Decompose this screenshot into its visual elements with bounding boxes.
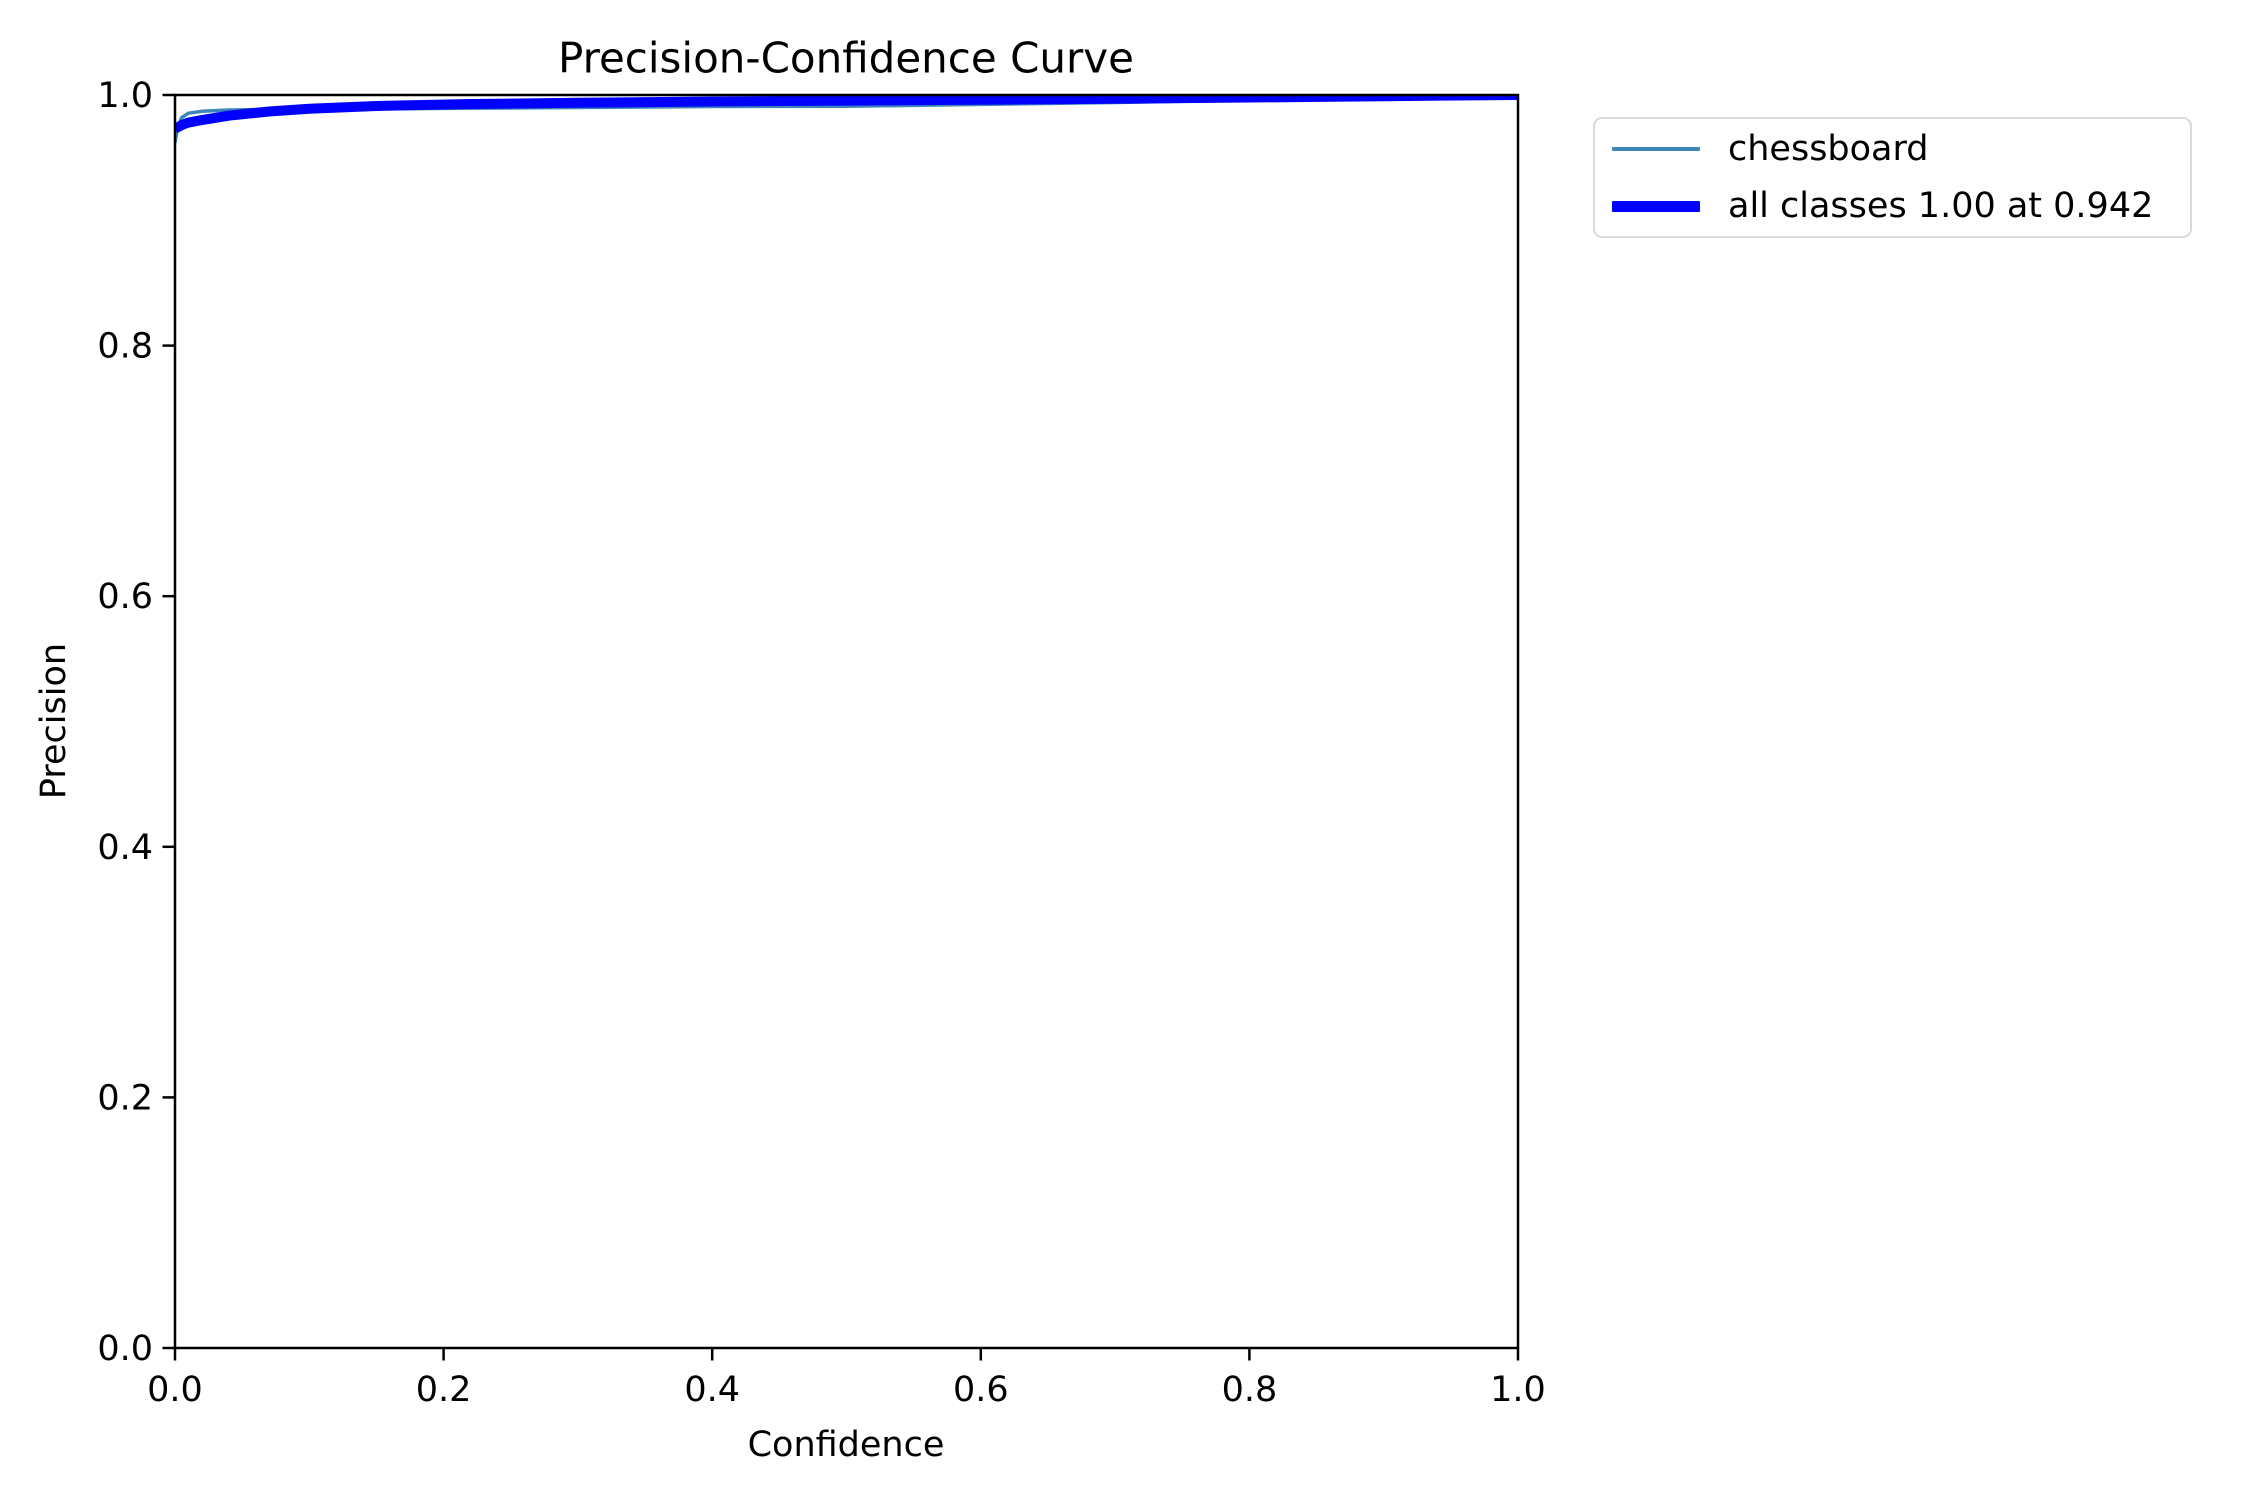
x-tick-label: 0.4 xyxy=(684,1370,740,1410)
legend-line-sample-thin xyxy=(1612,147,1700,151)
x-tick-label: 0.8 xyxy=(1222,1370,1278,1410)
legend-label: chessboard xyxy=(1728,129,1929,169)
legend: chessboard all classes 1.00 at 0.942 xyxy=(1593,117,2192,238)
axes-spines xyxy=(173,93,1520,1350)
x-tick-label: 0.2 xyxy=(416,1370,472,1410)
chart-title: Precision-Confidence Curve xyxy=(558,33,1134,83)
y-tick-label: 0.8 xyxy=(97,327,153,367)
legend-label: all classes 1.00 at 0.942 xyxy=(1728,186,2154,226)
x-tick-label: 0.6 xyxy=(953,1370,1009,1410)
y-tick-label: 0.4 xyxy=(97,828,153,868)
x-tick-label: 0.0 xyxy=(147,1370,203,1410)
legend-entry-all-classes: all classes 1.00 at 0.942 xyxy=(1605,178,2180,235)
y-tick-label: 0.2 xyxy=(97,1078,153,1118)
y-axis-label: Precision xyxy=(34,642,74,800)
y-tick-label: 1.0 xyxy=(97,76,153,116)
x-axis-label: Confidence xyxy=(747,1425,945,1465)
legend-entry-chessboard: chessboard xyxy=(1605,121,2180,178)
x-tick-label: 1.0 xyxy=(1490,1370,1546,1410)
y-tick-label: 0.0 xyxy=(97,1329,153,1369)
legend-line-sample-thick xyxy=(1612,200,1700,212)
series-curve-1 xyxy=(175,95,1518,134)
y-tick-label: 0.6 xyxy=(97,577,153,617)
